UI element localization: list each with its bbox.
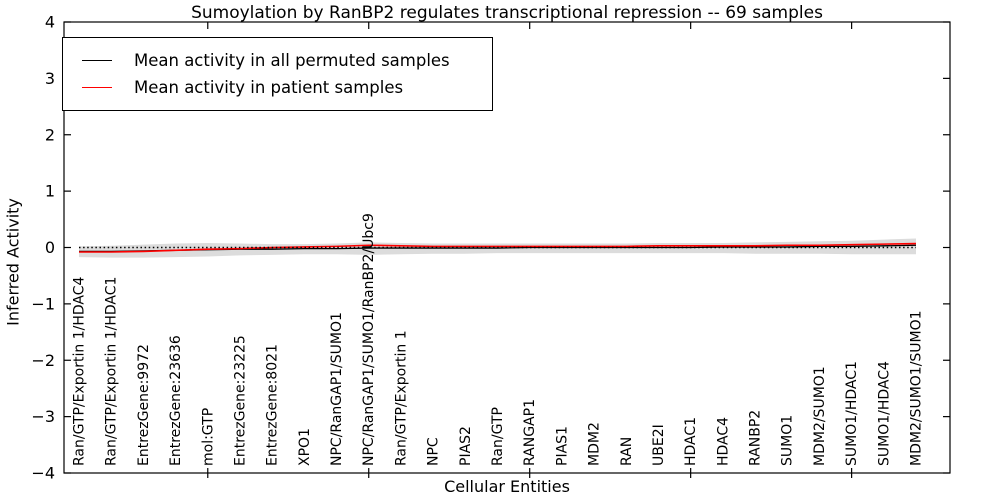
y-tick-label: 3	[45, 69, 55, 88]
x-category-label: MDM2/SUMO1	[812, 366, 828, 466]
legend-entry-patient: Mean activity in patient samples	[76, 74, 450, 101]
x-category-label: EntrezGene:8021	[265, 344, 281, 466]
x-category-label: HDAC4	[715, 417, 731, 466]
x-category-label: RANBP2	[748, 410, 764, 466]
x-category-label: PIAS2	[458, 426, 474, 466]
legend-line-swatch-red	[82, 87, 112, 88]
x-category-label: RANGAP1	[522, 399, 538, 466]
x-category-label: NPC/RanGAP1/SUMO1/RanBP2/Ubc9	[361, 213, 377, 466]
x-category-label: RAN	[619, 437, 635, 466]
x-category-label: SUMO1/HDAC1	[844, 361, 860, 466]
legend-entry-permuted: Mean activity in all permuted samples	[76, 47, 450, 74]
series-line-patient	[79, 242, 917, 253]
y-tick-label: −1	[31, 294, 55, 313]
x-category-label: EntrezGene:23225	[232, 335, 248, 466]
y-tick-label: 2	[45, 125, 55, 144]
y-tick-label: −4	[31, 464, 55, 483]
x-category-label: mol:GTP	[200, 408, 216, 466]
chart-title: Sumoylation by RanBP2 regulates transcri…	[191, 3, 823, 23]
x-axis-label: Cellular Entities	[444, 477, 570, 496]
x-category-label: HDAC1	[683, 417, 699, 466]
y-tick-label: −3	[31, 407, 55, 426]
x-category-label: MDM2/SUMO1/SUMO1	[909, 310, 925, 466]
y-tick-label: −2	[31, 351, 55, 370]
x-category-label: MDM2	[587, 422, 603, 466]
x-category-label: EntrezGene:23636	[168, 335, 184, 466]
x-category-label: NPC/RanGAP1/SUMO1	[329, 312, 345, 466]
x-category-label: XPO1	[297, 428, 313, 466]
legend-label-permuted: Mean activity in all permuted samples	[134, 51, 450, 70]
x-category-label: EntrezGene:9972	[136, 344, 152, 466]
y-tick-label: 0	[45, 238, 55, 257]
x-category-label: Ran/GTP	[490, 407, 506, 466]
legend-label-patient: Mean activity in patient samples	[134, 78, 404, 97]
x-category-label: PIAS1	[554, 426, 570, 466]
x-category-label: Ran/GTP/Exportin 1/HDAC4	[72, 277, 88, 466]
y-tick-label: 1	[45, 182, 55, 201]
y-tick-label: 4	[45, 13, 55, 32]
x-category-label: Ran/GTP/Exportin 1/HDAC1	[104, 277, 120, 466]
x-category-label: NPC	[426, 437, 442, 466]
legend: Mean activity in all permuted samples Me…	[62, 37, 493, 111]
x-category-label: SUMO1	[780, 415, 796, 466]
x-category-label: SUMO1/HDAC4	[876, 361, 892, 466]
x-category-label: Ran/GTP/Exportin 1	[393, 330, 409, 466]
legend-line-swatch-black	[82, 60, 112, 61]
x-category-label: UBE2I	[651, 424, 667, 466]
